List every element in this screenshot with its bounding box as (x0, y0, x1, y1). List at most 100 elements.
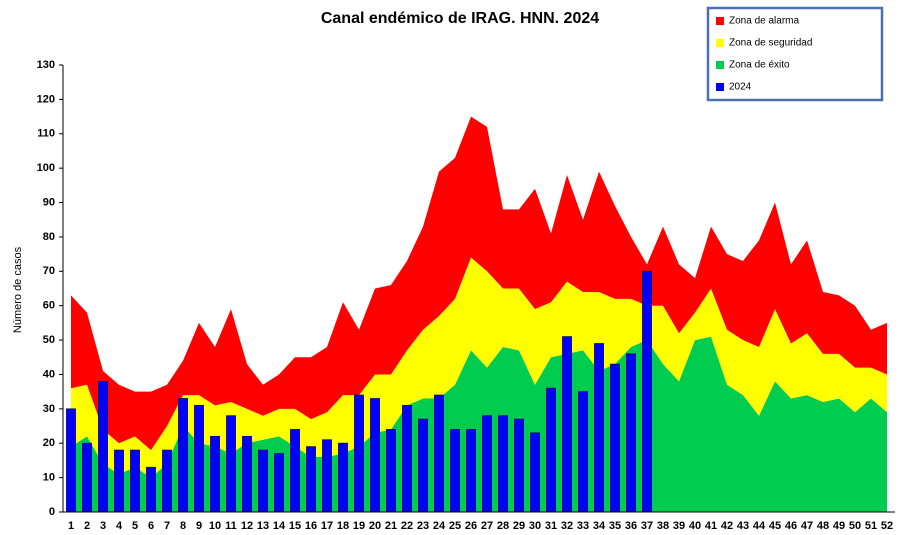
bar (338, 442, 348, 513)
legend-label: Zona de alarma (729, 16, 799, 27)
x-tick-label: 5 (132, 520, 138, 532)
bar (498, 415, 508, 513)
x-tick-label: 47 (801, 520, 813, 532)
y-tick-label: 0 (49, 506, 55, 518)
x-tick-label: 2 (84, 520, 90, 532)
bar (626, 353, 636, 513)
bar (274, 453, 284, 513)
chart-title: Canal endémico de IRAG. HNN. 2024 (321, 10, 599, 27)
area (71, 257, 887, 478)
x-tick-label: 20 (369, 520, 381, 532)
y-tick-label: 50 (43, 334, 55, 346)
x-tick-label: 17 (321, 520, 333, 532)
bar (242, 435, 252, 513)
x-tick-label: 43 (737, 520, 749, 532)
bar (530, 432, 540, 513)
bar (466, 429, 476, 513)
bar (578, 391, 588, 513)
bar (194, 405, 204, 513)
x-tick-label: 15 (289, 520, 301, 532)
x-tick-label: 45 (769, 520, 781, 532)
bar (130, 449, 140, 513)
x-tick-label: 26 (465, 520, 477, 532)
bar (354, 394, 364, 513)
x-tick-label: 9 (196, 520, 202, 532)
bar (642, 270, 652, 513)
x-tick-label: 24 (433, 520, 446, 532)
x-tick-label: 10 (209, 520, 221, 532)
x-tick-label: 14 (273, 520, 286, 532)
x-tick-label: 44 (753, 520, 766, 532)
bar (146, 466, 156, 513)
bar (82, 442, 92, 513)
x-tick-label: 33 (577, 520, 589, 532)
y-axis-label: Número de casos (12, 246, 24, 333)
y-tick-label: 110 (37, 128, 55, 140)
x-tick-label: 3 (100, 520, 106, 532)
bar (210, 435, 220, 513)
bar (178, 398, 188, 513)
bar (66, 408, 76, 513)
x-tick-label: 16 (305, 520, 317, 532)
x-tick-label: 32 (561, 520, 573, 532)
bar (546, 387, 556, 513)
bar (226, 415, 236, 513)
y-tick-label: 60 (43, 300, 55, 312)
y-tick-label: 100 (37, 162, 55, 174)
bar (306, 446, 316, 513)
plot (66, 116, 887, 513)
x-tick-label: 35 (609, 520, 621, 532)
area (71, 116, 887, 451)
bar (290, 429, 300, 513)
bar (434, 394, 444, 513)
x-tick-label: 37 (641, 520, 653, 532)
x-tick-label: 36 (625, 520, 637, 532)
x-tick-label: 7 (164, 520, 170, 532)
bar (402, 405, 412, 513)
x-tick-label: 49 (833, 520, 845, 532)
x-tick-label: 28 (497, 520, 509, 532)
y-tick-label: 20 (43, 437, 55, 449)
x-tick-label: 25 (449, 520, 461, 532)
x-tick-label: 21 (385, 520, 397, 532)
x-tick-label: 23 (417, 520, 429, 532)
y-tick-label: 80 (43, 231, 55, 243)
bar (258, 449, 268, 513)
y-tick-label: 30 (43, 403, 55, 415)
y-tick-label: 90 (43, 196, 55, 208)
x-tick-label: 40 (689, 520, 701, 532)
bar (514, 418, 524, 513)
x-tick-label: 27 (481, 520, 493, 532)
legend-swatch (716, 17, 724, 25)
x-tick-label: 48 (817, 520, 829, 532)
bar (386, 429, 396, 513)
x-tick-label: 52 (881, 520, 893, 532)
bar (370, 398, 380, 513)
bar (482, 415, 492, 513)
x-tick-label: 51 (865, 520, 877, 532)
x-tick-label: 8 (180, 520, 186, 532)
legend-box (706, 6, 884, 102)
x-tick-label: 29 (513, 520, 525, 532)
x-tick-label: 31 (545, 520, 557, 532)
x-tick-label: 39 (673, 520, 685, 532)
x-tick-label: 6 (148, 520, 154, 532)
x-tick-label: 30 (529, 520, 541, 532)
x-tick-label: 42 (721, 520, 733, 532)
bar (450, 429, 460, 513)
legend-label: Zona de éxito (729, 60, 790, 71)
x-tick-label: 38 (657, 520, 669, 532)
x-tick-label: 11 (225, 520, 237, 532)
x-tick-label: 13 (257, 520, 269, 532)
bar (98, 380, 108, 513)
bar (114, 449, 124, 513)
x-tick-label: 41 (705, 520, 717, 532)
legend-swatch (716, 61, 724, 69)
x-tick-label: 18 (337, 520, 349, 532)
x-tick-label: 50 (849, 520, 861, 532)
x-tick-label: 1 (68, 520, 74, 532)
x-tick-label: 12 (241, 520, 253, 532)
x-tick-label: 46 (785, 520, 797, 532)
bar (162, 449, 172, 513)
